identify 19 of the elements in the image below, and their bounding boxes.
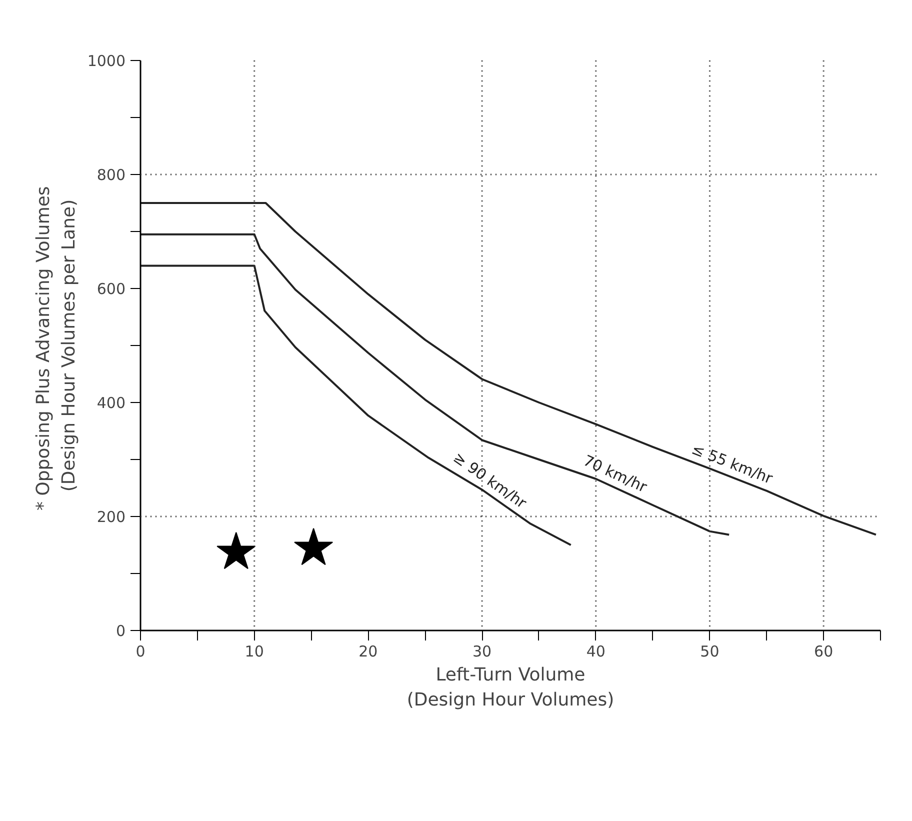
line-series xyxy=(140,202,877,536)
x-tick-label: 40 xyxy=(586,642,606,660)
y-tick-label: 1000 xyxy=(87,52,126,70)
x-tick-label: 0 xyxy=(136,642,146,660)
y-tick-label: 600 xyxy=(96,280,126,298)
y-tick-label: 400 xyxy=(96,394,126,412)
x-axis-title: Left-Turn Volume (Design Hour Volumes) xyxy=(406,664,614,711)
y-tick-label: 0 xyxy=(116,622,126,640)
text: ≤ 55 km/hr xyxy=(689,440,776,488)
y-tick-label: 800 xyxy=(96,166,126,184)
y-tick-label: 200 xyxy=(96,508,126,526)
x-tick-label: 60 xyxy=(814,642,834,660)
x-tick-label: 20 xyxy=(358,642,378,660)
x-tick-label: 50 xyxy=(700,642,720,660)
y-axis-title: * Opposing Plus Advancing Volumes (Design Hour Volumes per Lane) xyxy=(33,186,80,511)
line-series xyxy=(140,264,572,546)
x-tick-label: 10 xyxy=(244,642,264,660)
line-series xyxy=(140,233,730,536)
x-tick-label: 30 xyxy=(472,642,492,660)
